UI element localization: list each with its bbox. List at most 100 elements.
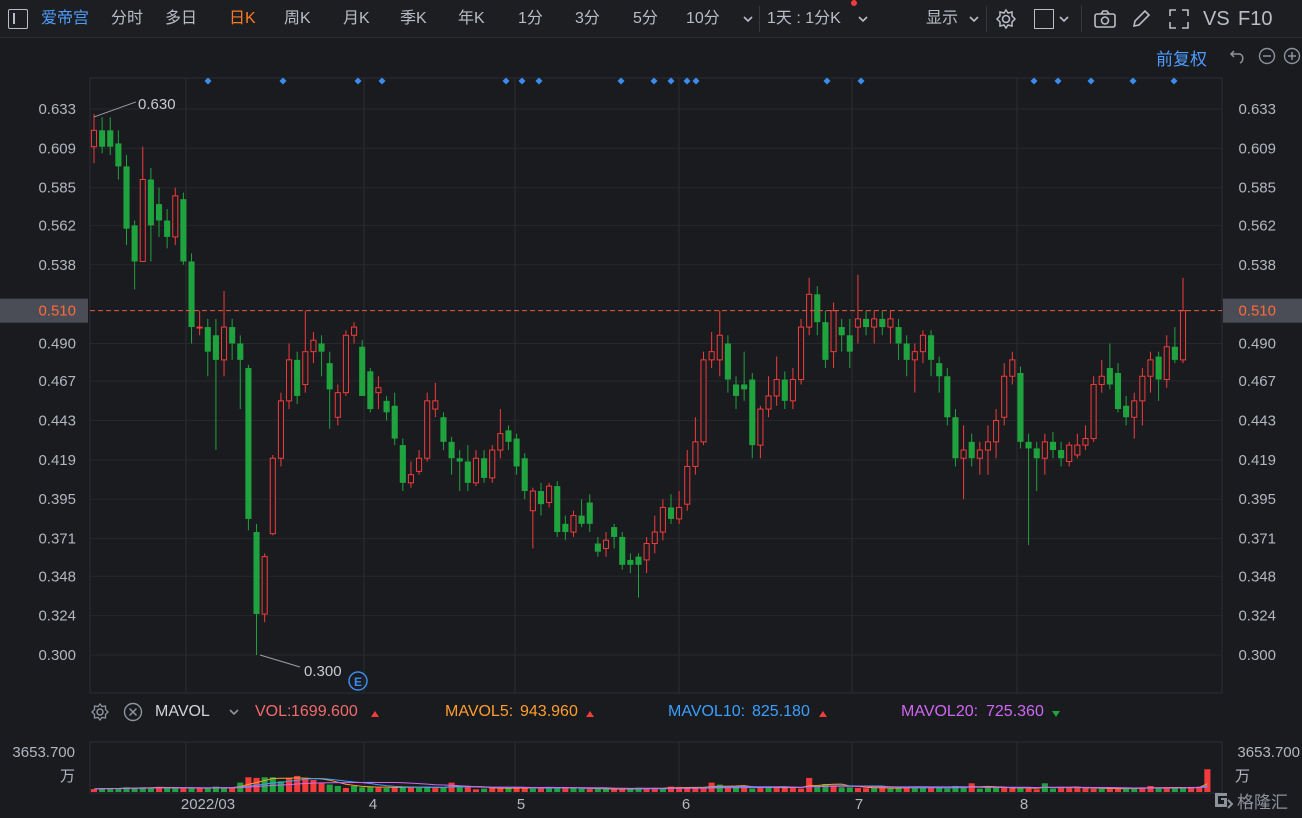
candle-body — [602, 539, 610, 549]
volume-bar — [521, 788, 528, 792]
volume-bar — [212, 786, 219, 792]
candle-body — [529, 490, 536, 512]
tab-1min[interactable]: 1分 — [518, 10, 543, 27]
candle-body — [464, 461, 471, 483]
volume-bar — [375, 787, 382, 792]
candle-body — [554, 486, 561, 533]
candle-body — [619, 536, 626, 565]
info-diamond-icon — [535, 77, 543, 85]
tab-monthly-k[interactable]: 月K — [343, 10, 370, 27]
volume-series: 3653.700 万 3653.700 万 — [12, 744, 1300, 792]
more-periods-chevron-icon[interactable] — [742, 14, 754, 24]
volume-bar — [1098, 788, 1105, 792]
draw-pencil-icon[interactable] — [1130, 8, 1152, 30]
undo-icon[interactable] — [1228, 47, 1248, 65]
layout-square-icon[interactable] — [1034, 9, 1054, 29]
zoom-in-icon[interactable] — [1283, 47, 1301, 65]
mavol20-label: MAVOL20: — [901, 703, 979, 720]
volume-bar — [407, 786, 414, 792]
settings-gear-icon[interactable] — [995, 8, 1017, 30]
candle-body — [570, 515, 577, 533]
volume-bar — [99, 788, 106, 792]
volume-bar — [611, 789, 618, 792]
price-tick-right: 0.443 — [1238, 413, 1276, 430]
volume-bar — [399, 786, 406, 792]
close-indicator-icon[interactable] — [123, 702, 143, 722]
chevron-down-icon[interactable] — [857, 14, 869, 24]
vol-value: 1699.600 — [291, 703, 358, 720]
candle-body — [1106, 368, 1113, 385]
volume-bar — [196, 787, 203, 792]
high-annotation-line — [93, 101, 137, 118]
info-diamond-icon — [279, 77, 287, 85]
volume-bar — [115, 788, 122, 792]
vol-label: VOL: — [255, 703, 292, 720]
mavol10-label: MAVOL10: — [668, 703, 746, 720]
candle-body — [383, 400, 390, 413]
volume-bar — [903, 786, 910, 792]
stock-name[interactable]: 爱帝宫 — [41, 10, 90, 27]
zoom-out-icon[interactable] — [1258, 47, 1276, 65]
candle-body — [814, 294, 821, 323]
volume-bar — [700, 788, 707, 792]
candle-body — [399, 445, 406, 483]
candle-body — [513, 438, 520, 467]
chevron-down-icon[interactable] — [968, 14, 980, 24]
info-diamond-icon — [1087, 77, 1095, 85]
tab-weekly-k[interactable]: 周K — [284, 10, 311, 27]
f10-button[interactable]: F10 — [1238, 8, 1273, 30]
candle-body — [302, 351, 309, 385]
indicator-settings-icon[interactable] — [90, 702, 110, 722]
tab-yearly-k[interactable]: 年K — [458, 10, 485, 27]
tab-5min[interactable]: 5分 — [633, 10, 658, 27]
volume-max-label-right: 3653.700 — [1237, 744, 1300, 761]
price-tick-right: 0.585 — [1238, 180, 1276, 197]
candle-body — [497, 433, 504, 451]
sidebar-toggle-icon[interactable] — [8, 9, 28, 29]
candle-body — [765, 395, 772, 410]
forward-adjust-button[interactable]: 前复权 — [1156, 50, 1207, 69]
camera-icon[interactable] — [1093, 9, 1117, 29]
candle-body — [489, 449, 496, 479]
tab-daily-k[interactable]: 日K — [229, 10, 256, 27]
info-diamond-icon — [1170, 77, 1178, 85]
candle-body — [391, 405, 398, 439]
display-menu[interactable]: 显示 — [926, 10, 959, 27]
custom-period-select[interactable]: 1天 : 1分K — [767, 10, 841, 27]
mavol10-value: 825.180 — [752, 703, 810, 720]
chevron-down-icon[interactable] — [228, 707, 240, 717]
candle-body — [407, 474, 414, 484]
candle-body — [879, 318, 886, 328]
volume-bar — [1074, 787, 1081, 792]
candle-body — [1033, 448, 1040, 459]
candle-body — [960, 449, 967, 459]
candle-body — [1009, 359, 1016, 377]
tab-intraday[interactable]: 分时 — [111, 10, 144, 27]
candle-body — [928, 335, 935, 360]
info-diamond-icon — [1129, 77, 1137, 85]
candle-body — [245, 368, 252, 519]
chevron-down-icon[interactable] — [1058, 14, 1070, 24]
volume-bar — [960, 786, 967, 792]
volume-bar — [643, 788, 650, 792]
price-tick-right: 0.324 — [1238, 608, 1276, 625]
candle-body — [627, 559, 634, 565]
candle-body — [822, 322, 829, 360]
volume-bar — [147, 787, 154, 792]
volume-bar — [416, 787, 423, 792]
volume-bar — [781, 787, 788, 792]
volume-bar — [107, 788, 114, 792]
fullscreen-icon[interactable] — [1168, 8, 1190, 30]
volume-bar — [749, 788, 756, 792]
candle-body — [863, 318, 870, 328]
time-axis-label: 4 — [369, 796, 377, 813]
volume-bar — [895, 787, 902, 792]
tab-quarterly-k[interactable]: 季K — [400, 10, 427, 27]
tab-multi-day[interactable]: 多日 — [165, 10, 198, 27]
candle-body — [155, 204, 163, 221]
indicator-name[interactable]: MAVOL — [155, 703, 210, 720]
vs-compare-button[interactable]: VS — [1203, 8, 1230, 30]
tab-3min[interactable]: 3分 — [575, 10, 600, 27]
tab-10min[interactable]: 10分 — [686, 10, 720, 27]
